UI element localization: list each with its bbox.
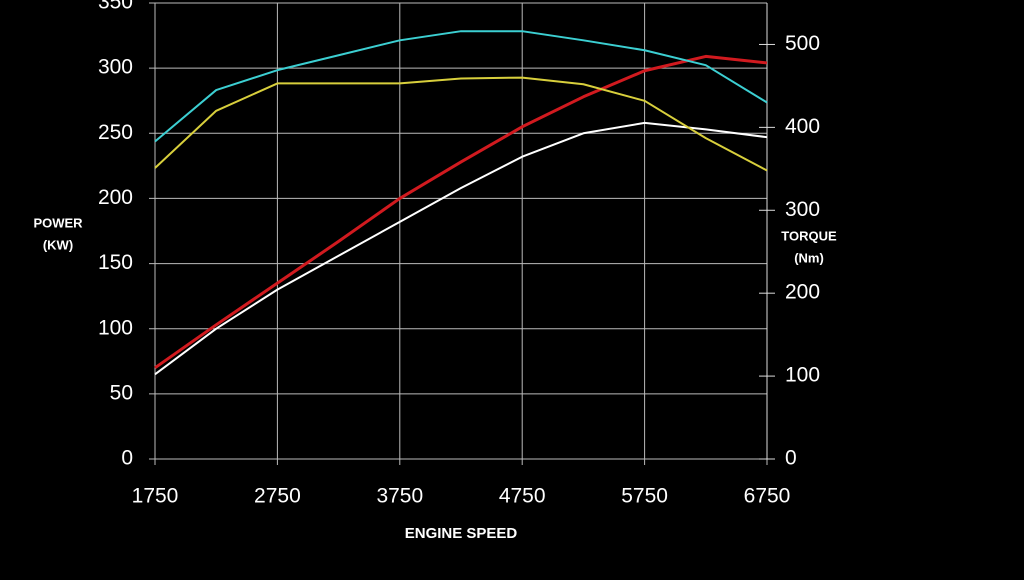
y-label: (KW) bbox=[43, 237, 73, 252]
y-tick-label: 50 bbox=[110, 381, 133, 404]
y2-tick-label: 300 bbox=[785, 198, 820, 221]
x-tick-label: 2750 bbox=[254, 485, 301, 508]
y2-tick-label: 200 bbox=[785, 281, 820, 304]
y-label: POWER bbox=[33, 215, 83, 230]
x-tick-label: 4750 bbox=[499, 485, 546, 508]
series-line bbox=[154, 54, 768, 370]
x-tick-label: 5750 bbox=[621, 485, 668, 508]
y2-tick-label: 500 bbox=[785, 32, 820, 55]
y-tick-label: 250 bbox=[98, 121, 133, 144]
y-tick-label: 100 bbox=[98, 316, 133, 339]
y2-tick-label: 100 bbox=[785, 364, 820, 387]
y2-tick-label: 400 bbox=[785, 115, 820, 138]
y-tick-label: 200 bbox=[98, 186, 133, 209]
series-line bbox=[154, 76, 768, 172]
y-tick-label: 0 bbox=[121, 447, 133, 470]
series-line bbox=[154, 30, 768, 143]
y2-label: TORQUE bbox=[781, 228, 837, 243]
x-tick-label: 3750 bbox=[376, 485, 423, 508]
x-tick-label: 1750 bbox=[132, 485, 179, 508]
y-tick-label: 300 bbox=[98, 56, 133, 79]
x-tick-label: 6750 bbox=[744, 485, 791, 508]
series-line bbox=[154, 121, 768, 376]
y2-label: (Nm) bbox=[794, 250, 824, 265]
x-label: ENGINE SPEED bbox=[405, 525, 518, 542]
y2-tick-label: 0 bbox=[785, 447, 797, 470]
y-tick-label: 150 bbox=[98, 251, 133, 274]
y-tick-label: 350 bbox=[98, 0, 133, 14]
